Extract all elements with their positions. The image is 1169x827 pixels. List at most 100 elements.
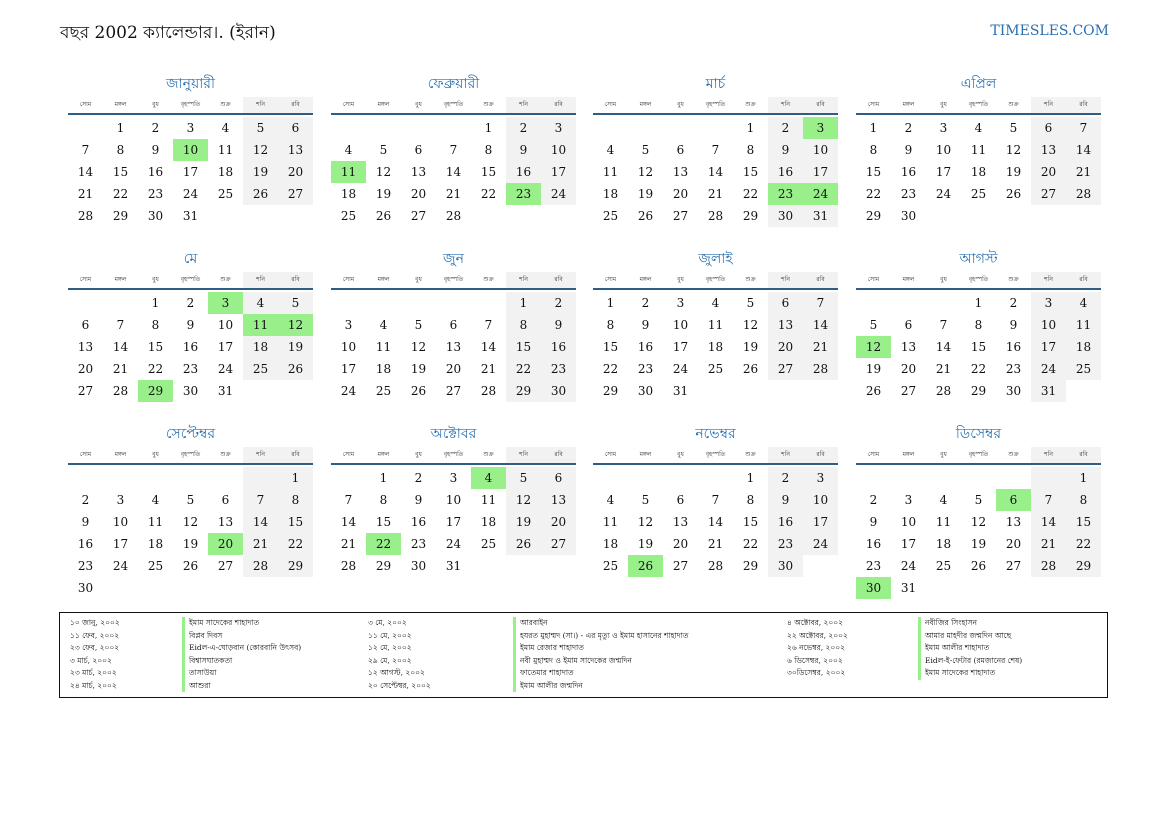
brand-link[interactable]: TIMESLES.COM [990,23,1109,39]
weekday-label: সোম [342,276,355,283]
day-cell: 23 [410,537,427,551]
day-cell: 4 [221,121,230,135]
weekday-label: শনি [506,272,541,288]
day-cell: 17 [803,161,838,183]
weekday-label: বুধ [940,451,947,458]
day-cell: 21 [243,533,278,555]
weekday-label: সোম [604,101,617,108]
day-cell: 10 [803,139,838,161]
month-block: অক্টোবর সোম মঙ্গল বুধ বৃহস্পতি শুক্র শনি রবি 1 2 3… [331,424,576,577]
weekday-label: বুধ [677,101,684,108]
day-cell: 31 [182,209,199,223]
day-cell: 13 [768,314,803,336]
day-cell: 29 [602,384,619,398]
day-cell: 23 [768,533,803,555]
legend-item: ৩ মার্চ, ২০০২ বিশ্বাসঘাতকতা [70,654,370,667]
weekday-label: বৃহস্পতি [443,451,464,458]
holiday-day-cell: 22 [366,533,401,555]
day-cell: 19 [865,362,882,376]
day-cell: 27 [900,384,917,398]
day-cell: 10 [900,515,917,529]
month-name: মে [183,251,198,267]
day-cell: 2 [768,117,803,139]
empty-cell [401,117,436,139]
day-cell: 15 [506,336,541,358]
weekday-label: বৃহস্পতি [968,101,989,108]
day-cell: 21 [445,187,462,201]
day-cell: 5 [974,493,983,507]
day-cell: 6 [541,467,576,489]
day-cell: 2 [641,296,650,310]
day-cell: 3 [186,121,195,135]
empty-cell [103,467,138,489]
weekday-label: বৃহস্পতি [443,101,464,108]
day-cell: 25 [340,209,357,223]
days-grid: 1 2 3 4 5 6 7 8 9 10 11 12 13 14 15 16 17 18 19 20 21 22 23 24 2… [68,467,313,599]
day-cell: 29 [1066,555,1101,577]
day-cell: 2 [869,493,878,507]
weekday-label: রবি [1066,272,1101,288]
header-rule [331,463,576,465]
empty-cell [138,467,173,489]
legend-name: আমার মাহদীর জন্মদিন আছে [918,629,1011,642]
weekday-label: বুধ [415,276,422,283]
day-cell: 4 [974,121,983,135]
weekday-label: শুক্র [745,276,756,283]
day-cell: 27 [278,183,313,205]
day-cell: 9 [904,143,913,157]
legend-date: ২৩ মার্চ, ২০০২ [70,668,117,677]
day-cell: 9 [506,139,541,161]
weekday-header: সোম মঙ্গল বুধ বৃহস্পতি শুক্র শনি রবি [68,97,313,113]
day-cell: 13 [672,165,689,179]
day-cell: 31 [672,384,689,398]
day-cell: 18 [375,362,392,376]
day-cell: 30 [768,205,803,227]
day-cell: 24 [935,187,952,201]
day-cell: 5 [414,318,423,332]
month-name: জানুয়ারী [166,76,215,92]
day-cell: 30 [768,555,803,577]
empty-cell [68,117,103,139]
day-cell: 11 [1066,314,1101,336]
day-cell: 28 [707,209,724,223]
day-cell: 16 [900,165,917,179]
day-cell: 6 [676,143,685,157]
day-cell: 16 [506,161,541,183]
weekday-label: বৃহস্পতি [705,276,726,283]
day-cell: 31 [217,384,234,398]
legend-name: বিপ্লব দিবস [182,629,222,642]
day-cell: 30 [541,380,576,402]
day-cell: 18 [217,165,234,179]
day-cell: 22 [112,187,129,201]
day-cell: 5 [746,296,755,310]
day-cell: 24 [445,537,462,551]
day-cell: 10 [672,318,689,332]
holiday-day-cell: 11 [331,161,366,183]
day-cell: 4 [344,143,353,157]
weekday-label: রবি [1066,447,1101,463]
day-cell: 14 [243,511,278,533]
weekday-label: বুধ [415,451,422,458]
legend-item: ৩০ডিসেম্বর, ২০০২ ইমাম সাদেকের শাহাদাত [787,667,1087,680]
legend-item: ৬ ডিসেম্বর, ২০০২ Eidল-ই-ফেটার (রমজানের শে… [787,654,1087,667]
empty-cell [366,117,401,139]
day-cell: 6 [278,117,313,139]
day-cell: 24 [217,362,234,376]
day-cell: 21 [707,187,724,201]
day-cell: 10 [112,515,129,529]
weekday-header: সোম মঙ্গল বুধ বৃহস্পতি শুক্র শনি রবি [593,447,838,463]
day-cell: 5 [278,292,313,314]
legend-date: ১১ ফেব, ২০০২ [70,630,120,640]
day-cell: 29 [742,209,759,223]
day-cell: 13 [410,165,427,179]
day-cell: 21 [77,187,94,201]
day-cell: 1 [1066,467,1101,489]
day-cell: 18 [1066,336,1101,358]
day-cell: 4 [711,296,720,310]
holiday-day-cell: 3 [803,117,838,139]
day-cell: 8 [1066,489,1101,511]
empty-cell [173,467,208,489]
day-cell: 16 [147,165,164,179]
day-cell: 15 [278,511,313,533]
holiday-day-cell: 12 [278,314,313,336]
